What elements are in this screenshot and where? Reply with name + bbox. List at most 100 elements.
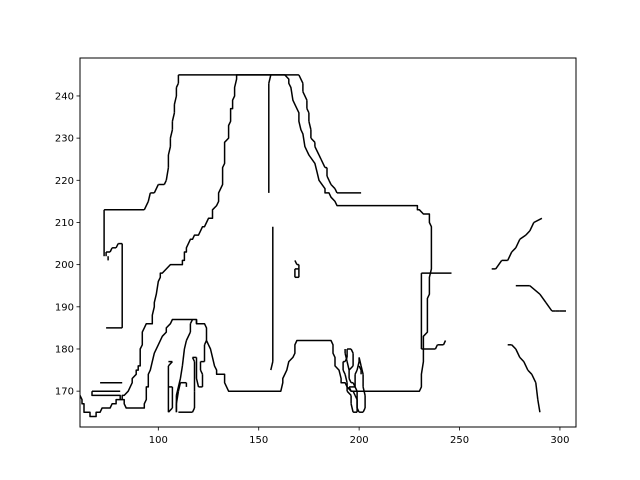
line-segment-68 <box>442 340 447 346</box>
line-segment-56 <box>270 361 274 371</box>
line-segment-92 <box>527 369 533 375</box>
line-segment-66 <box>434 344 439 350</box>
line-segment-172 <box>348 386 352 392</box>
line-segment-95 <box>537 399 541 413</box>
line-segment-79 <box>533 217 543 224</box>
line-segment-48 <box>326 175 330 181</box>
line-segment-103 <box>175 378 182 396</box>
y-tick-label: 220 <box>55 176 74 187</box>
line-segment-26 <box>173 95 178 105</box>
y-axis: 170 180 190 200 210 220 230 240 <box>55 91 80 398</box>
line-segment-93 <box>531 373 537 384</box>
y-tick-label: 240 <box>55 91 74 102</box>
line-segment-104 <box>179 365 184 379</box>
line-segment-145 <box>350 403 354 413</box>
line-segment-157 <box>354 369 358 375</box>
line-segment-90 <box>519 356 525 363</box>
line-segment-43 <box>314 146 320 156</box>
line-segment-15 <box>153 184 159 194</box>
line-segment-37 <box>306 108 310 114</box>
line-segment-50 <box>330 183 336 190</box>
line-segment-158 <box>356 361 360 371</box>
line-segment-28 <box>175 82 180 88</box>
line-segment-24 <box>171 112 176 122</box>
line-segment-119 <box>175 391 180 404</box>
line-segment-5 <box>115 243 119 249</box>
line-segment-33 <box>298 74 304 84</box>
plot-area <box>80 74 566 418</box>
line-segment-135 <box>350 348 354 354</box>
line-segment-49 <box>328 179 332 185</box>
line-segment-153 <box>344 353 348 362</box>
line-segment-51 <box>334 188 338 194</box>
line-segment-150 <box>342 369 346 375</box>
x-axis: 100 150 200 250 300 <box>149 427 569 446</box>
line-segment-139 <box>348 378 352 384</box>
x-tick-label: 200 <box>350 435 369 446</box>
line-segment-170 <box>352 390 356 396</box>
line-segment-13 <box>147 192 152 202</box>
x-tick-label: 100 <box>149 435 168 446</box>
line-segment-73 <box>507 251 513 261</box>
line-segment-160 <box>358 357 362 367</box>
line-segment-75 <box>515 238 521 249</box>
line-segment-78 <box>529 222 535 232</box>
line-segment-18 <box>165 167 170 181</box>
line-segment-20 <box>167 146 172 156</box>
y-tick-label: 170 <box>55 387 74 398</box>
line-segment-137 <box>348 365 354 371</box>
line-segment-57 <box>294 260 298 265</box>
line-segment-88 <box>511 344 517 350</box>
line-segment-167 <box>356 407 360 413</box>
line-segment-130 <box>203 340 208 346</box>
line-segment-107 <box>185 331 192 341</box>
chart-lines <box>80 74 566 418</box>
y-tick-label: 230 <box>55 134 74 145</box>
line-segment-39 <box>308 121 312 130</box>
line-segment-22 <box>169 129 174 139</box>
line-segment-161 <box>360 365 364 375</box>
line-segment-74 <box>511 247 517 253</box>
y-tick-label: 180 <box>55 344 74 355</box>
line-segment-122 <box>191 407 196 413</box>
line-segment-105 <box>181 348 186 366</box>
plot-frame <box>79 57 577 428</box>
y-tick-label: 210 <box>55 218 74 229</box>
line-segment-12 <box>143 201 149 211</box>
line-segment-152 <box>346 361 350 371</box>
line-segment-76 <box>519 234 527 240</box>
x-tick-label: 250 <box>450 435 469 446</box>
line-segment-53 <box>268 74 272 84</box>
line-segment-89 <box>515 348 521 358</box>
line-segment-91 <box>523 361 529 371</box>
line-segment-115 <box>195 378 200 388</box>
line-segment-118 <box>177 382 182 392</box>
line-segment-169 <box>354 395 358 400</box>
line-segment-106 <box>183 340 188 350</box>
line-segment-77 <box>525 230 531 236</box>
line-segment-149 <box>344 374 348 383</box>
y-tick-label: 200 <box>55 260 74 271</box>
line-segment-163 <box>362 386 366 396</box>
line-segment-165 <box>362 407 366 413</box>
line-segment-17 <box>163 179 167 185</box>
line-segment-126 <box>199 369 204 375</box>
line-segment-94 <box>535 382 539 400</box>
y-tick-label: 190 <box>55 302 74 313</box>
x-tick-label: 150 <box>249 435 268 446</box>
line-segment-7 <box>109 247 113 253</box>
line-segment-82 <box>539 293 547 304</box>
line-segment-147 <box>346 390 352 396</box>
line-segment-71 <box>495 259 503 270</box>
line-segment-45 <box>320 158 326 168</box>
line-segment-41 <box>310 137 316 143</box>
line-segment-44 <box>318 154 322 160</box>
line-segment-142 <box>354 386 358 392</box>
line-segment-81 <box>529 285 541 295</box>
series-line-0 <box>80 74 433 418</box>
line-segment-35 <box>302 91 308 101</box>
line-segment-83 <box>545 302 553 312</box>
x-tick-label: 300 <box>550 435 569 446</box>
